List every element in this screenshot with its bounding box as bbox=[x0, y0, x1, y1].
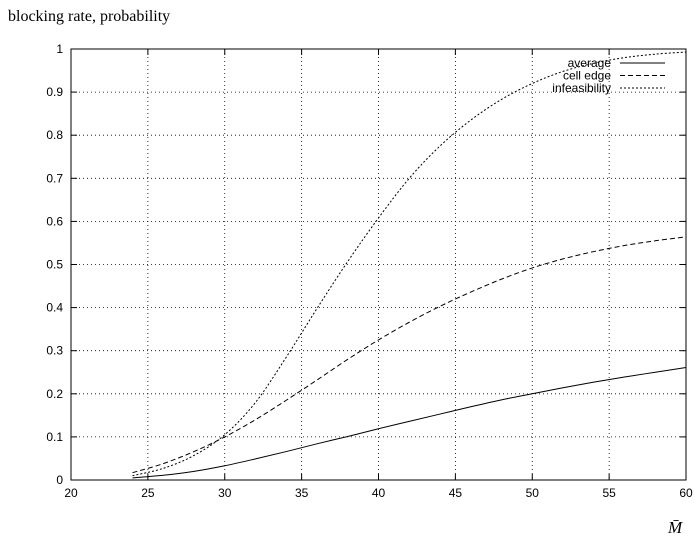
series-line-cell-edge bbox=[132, 236, 687, 474]
ticks: 20 25 30 35 40 45 50 55 60 0 0.1 0.2 0.3 0.4 0.5 0.6 0.7… bbox=[46, 42, 693, 500]
x-tick-label: 45 bbox=[449, 486, 463, 500]
y-tick-label: 0.4 bbox=[46, 301, 63, 315]
x-tick-label: 30 bbox=[218, 486, 232, 500]
x-tick-label: 35 bbox=[295, 486, 309, 500]
x-tick-label: 55 bbox=[602, 486, 616, 500]
y-tick-label: 0.1 bbox=[46, 430, 63, 444]
y-tick-label: 0.6 bbox=[46, 214, 63, 228]
y-tick-label: 0.3 bbox=[46, 344, 63, 358]
series-line-infeasibility bbox=[132, 51, 687, 477]
legend-label-average: average bbox=[568, 56, 612, 70]
y-axis-label: blocking rate, probability bbox=[8, 8, 170, 25]
x-tick-label: 50 bbox=[526, 486, 540, 500]
y-tick-label: 0.9 bbox=[46, 85, 63, 99]
y-tick-label: 0.8 bbox=[46, 128, 63, 142]
x-tick-label: 25 bbox=[141, 486, 155, 500]
x-tick-label: 20 bbox=[64, 486, 78, 500]
y-tick-label: 0.5 bbox=[46, 258, 63, 272]
legend-label-infeasibility: infeasibility bbox=[552, 81, 611, 95]
series-line-average bbox=[132, 367, 687, 479]
x-tick-label: 60 bbox=[679, 486, 693, 500]
legend-label-cell-edge: cell edge bbox=[563, 69, 611, 83]
x-axis-label: M̄ bbox=[667, 518, 683, 537]
y-tick-label: 0 bbox=[56, 473, 63, 487]
y-tick-label: 1 bbox=[56, 42, 63, 56]
y-tick-label: 0.2 bbox=[46, 387, 63, 401]
x-tick-label: 40 bbox=[372, 486, 386, 500]
series-layer bbox=[132, 51, 687, 479]
y-tick-label: 0.7 bbox=[46, 171, 63, 185]
grid bbox=[71, 49, 686, 480]
